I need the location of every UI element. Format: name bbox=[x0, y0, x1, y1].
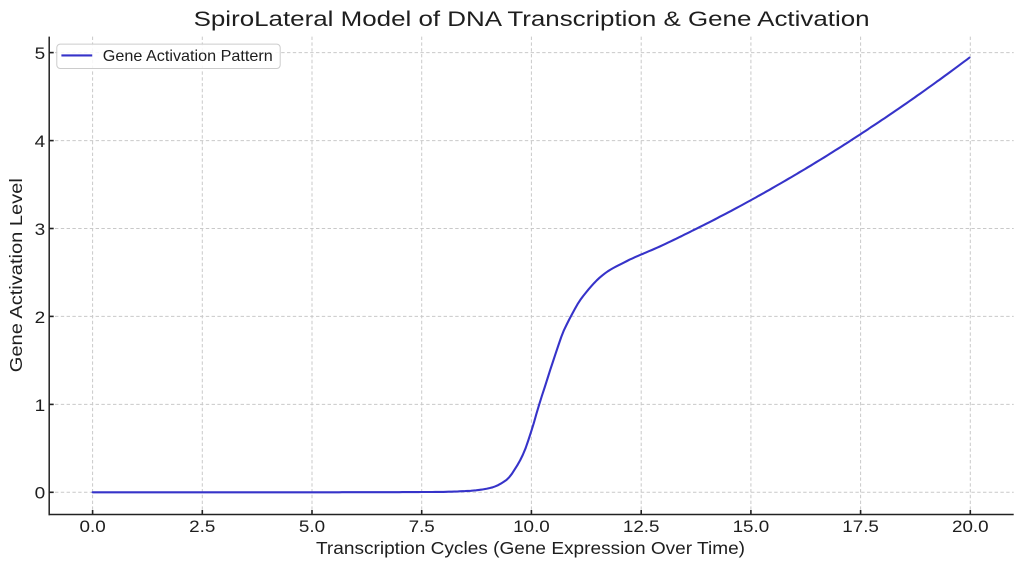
svg-text:4: 4 bbox=[35, 132, 46, 151]
svg-text:15.0: 15.0 bbox=[733, 517, 770, 536]
svg-text:3: 3 bbox=[35, 220, 46, 239]
svg-text:5.0: 5.0 bbox=[299, 517, 325, 536]
svg-text:Gene Activation Level: Gene Activation Level bbox=[6, 178, 26, 372]
svg-text:12.5: 12.5 bbox=[623, 517, 660, 536]
svg-text:2.5: 2.5 bbox=[189, 517, 215, 536]
svg-text:Transcription Cycles (Gene Exp: Transcription Cycles (Gene Expression Ov… bbox=[316, 538, 745, 558]
svg-text:1: 1 bbox=[35, 396, 46, 415]
svg-text:7.5: 7.5 bbox=[409, 517, 435, 536]
svg-text:2: 2 bbox=[35, 308, 46, 327]
svg-text:20.0: 20.0 bbox=[952, 517, 989, 536]
svg-text:Gene Activation Pattern: Gene Activation Pattern bbox=[103, 48, 273, 65]
svg-text:0.0: 0.0 bbox=[80, 517, 106, 536]
svg-text:SpiroLateral Model of DNA Tran: SpiroLateral Model of DNA Transcription … bbox=[194, 7, 870, 31]
svg-text:10.0: 10.0 bbox=[513, 517, 550, 536]
svg-text:0: 0 bbox=[35, 484, 46, 503]
svg-text:5: 5 bbox=[35, 44, 46, 63]
svg-text:17.5: 17.5 bbox=[842, 517, 879, 536]
